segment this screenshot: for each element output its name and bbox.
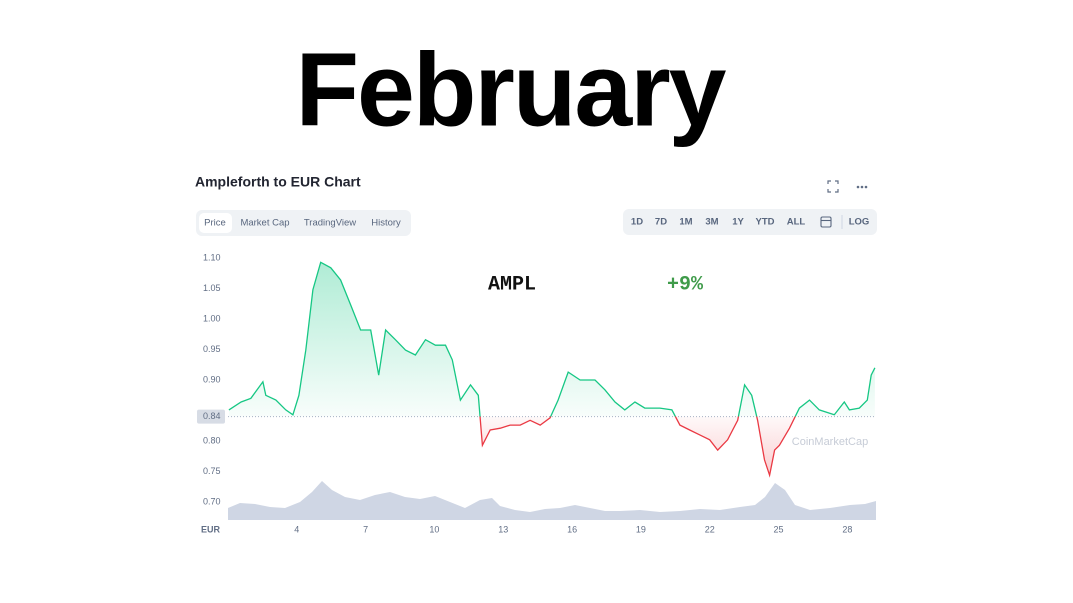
y-tick-label: 1.05 <box>203 283 221 293</box>
y-tick-label: 1.00 <box>203 313 221 323</box>
x-tick-label: 10 <box>429 524 439 534</box>
x-tick-label: 25 <box>774 524 784 534</box>
tab[interactable]: Price <box>204 218 226 229</box>
y-tick-label: 0.90 <box>203 374 221 384</box>
x-tick-label: 7 <box>363 524 368 534</box>
more-icon[interactable] <box>856 185 868 189</box>
x-tick-label: 19 <box>636 524 646 534</box>
range-group <box>623 209 877 235</box>
calendar-icon[interactable] <box>820 216 832 228</box>
range-button[interactable]: 3M <box>705 217 718 228</box>
volume-area <box>228 481 876 520</box>
price-line <box>228 261 876 478</box>
y-tick-label: 0.80 <box>203 435 221 445</box>
heading: February <box>295 32 726 148</box>
range-button[interactable]: ALL <box>787 217 806 228</box>
tab[interactable]: Market Cap <box>240 218 289 229</box>
active-tab <box>199 213 232 233</box>
reference-label: 0.84 <box>203 411 221 421</box>
range-button[interactable]: 1D <box>631 217 643 228</box>
price-area <box>228 262 875 476</box>
y-tick-label: 1.10 <box>203 252 221 262</box>
fullscreen-icon[interactable] <box>827 180 839 193</box>
range-button[interactable]: YTD <box>756 217 775 228</box>
x-tick-label: 4 <box>294 524 299 534</box>
tab-group <box>196 210 411 236</box>
coin-symbol: AMPL <box>488 273 536 296</box>
tab[interactable]: History <box>371 218 401 229</box>
y-tick-label: 0.95 <box>203 344 221 354</box>
watermark: CoinMarketCap <box>792 436 868 448</box>
range-button[interactable]: 7D <box>655 217 667 228</box>
x-tick-label: 22 <box>705 524 715 534</box>
log-button[interactable]: LOG <box>849 217 870 228</box>
currency-label: EUR <box>201 524 221 534</box>
x-tick-label: 28 <box>842 524 852 534</box>
tab[interactable]: TradingView <box>304 218 356 229</box>
chart-title: Ampleforth to EUR Chart <box>195 174 361 190</box>
y-tick-label: 0.70 <box>203 496 221 506</box>
reference-label-box <box>197 409 225 424</box>
y-tick-label: 0.75 <box>203 466 221 476</box>
change-annotation: +9% <box>667 273 704 296</box>
range-button[interactable]: 1Y <box>732 217 744 228</box>
range-button[interactable]: 1M <box>679 217 692 228</box>
x-tick-label: 16 <box>567 524 577 534</box>
x-tick-label: 13 <box>498 524 508 534</box>
